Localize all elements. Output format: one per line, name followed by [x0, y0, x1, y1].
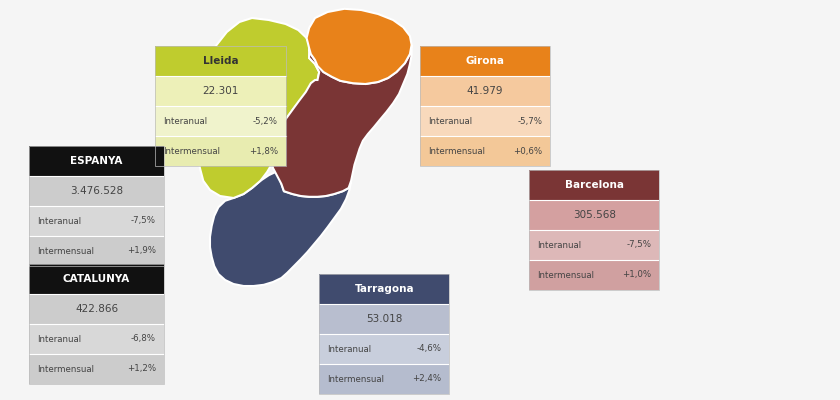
Text: 3.476.528: 3.476.528 — [70, 186, 123, 196]
Text: -5,2%: -5,2% — [253, 116, 278, 126]
Bar — [420, 46, 550, 166]
Polygon shape — [270, 45, 412, 197]
Bar — [29, 264, 164, 294]
Bar — [29, 176, 164, 206]
Bar — [29, 294, 164, 324]
Text: 22.301: 22.301 — [202, 86, 239, 96]
Bar — [420, 76, 550, 106]
Text: Intermensual: Intermensual — [163, 146, 220, 156]
Text: Intermensual: Intermensual — [38, 364, 94, 374]
Bar — [319, 274, 449, 394]
Text: Interanual: Interanual — [327, 344, 371, 354]
Bar — [155, 106, 286, 136]
Bar — [319, 334, 449, 364]
Text: 41.979: 41.979 — [467, 86, 503, 96]
Text: Interanual: Interanual — [537, 240, 581, 250]
Text: -4,6%: -4,6% — [417, 344, 442, 354]
Text: Interanual: Interanual — [428, 116, 472, 126]
Text: -6,8%: -6,8% — [131, 334, 155, 344]
Text: CATALUNYA: CATALUNYA — [63, 274, 130, 284]
Bar — [529, 260, 659, 290]
Bar — [155, 136, 286, 166]
Text: Girona: Girona — [465, 56, 505, 66]
Bar — [420, 136, 550, 166]
Text: Interanual: Interanual — [38, 334, 81, 344]
Text: +2,4%: +2,4% — [412, 374, 442, 384]
Text: 305.568: 305.568 — [573, 210, 616, 220]
Text: ESPANYA: ESPANYA — [71, 156, 123, 166]
Bar — [29, 236, 164, 266]
Text: +1,0%: +1,0% — [622, 270, 652, 280]
Text: +1,9%: +1,9% — [127, 246, 155, 256]
Text: -5,7%: -5,7% — [517, 116, 543, 126]
Bar — [529, 170, 659, 200]
Bar — [420, 106, 550, 136]
Bar — [155, 76, 286, 106]
Text: Interanual: Interanual — [38, 216, 81, 226]
Bar — [529, 200, 659, 230]
Text: Barcelona: Barcelona — [564, 180, 624, 190]
Bar — [29, 324, 164, 354]
Polygon shape — [307, 9, 412, 84]
Text: -7,5%: -7,5% — [131, 216, 155, 226]
Bar — [29, 146, 164, 176]
Text: Interanual: Interanual — [163, 116, 207, 126]
Text: +0,6%: +0,6% — [513, 146, 543, 156]
Bar — [319, 274, 449, 304]
Bar — [155, 46, 286, 166]
Text: -7,5%: -7,5% — [627, 240, 652, 250]
Text: +1,2%: +1,2% — [127, 364, 155, 374]
Bar — [29, 206, 164, 236]
Bar — [29, 354, 164, 384]
Text: Tarragona: Tarragona — [354, 284, 414, 294]
Polygon shape — [197, 18, 319, 198]
Bar — [529, 170, 659, 290]
Text: Intermensual: Intermensual — [327, 374, 384, 384]
Bar — [529, 230, 659, 260]
Text: Intermensual: Intermensual — [428, 146, 485, 156]
Text: Lleida: Lleida — [202, 56, 239, 66]
Bar — [29, 146, 164, 266]
Bar — [29, 264, 164, 384]
Text: 422.866: 422.866 — [75, 304, 118, 314]
Text: 53.018: 53.018 — [366, 314, 402, 324]
Text: +1,8%: +1,8% — [249, 146, 278, 156]
Bar — [155, 46, 286, 76]
Polygon shape — [210, 171, 351, 286]
Bar — [319, 304, 449, 334]
Text: Intermensual: Intermensual — [537, 270, 594, 280]
Text: Intermensual: Intermensual — [38, 246, 94, 256]
Bar — [319, 364, 449, 394]
Bar — [420, 46, 550, 76]
